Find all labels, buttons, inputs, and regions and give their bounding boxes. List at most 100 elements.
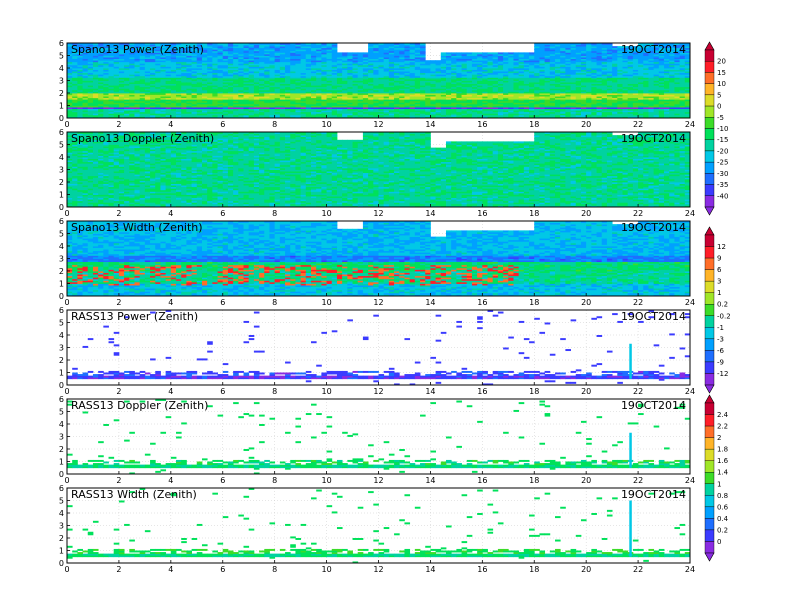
- data-cell: [394, 113, 400, 116]
- data-cell: [555, 91, 561, 94]
- data-cell: [139, 82, 146, 85]
- data-cell: [269, 74, 276, 77]
- data-cell: [227, 88, 234, 91]
- data-cell: [362, 55, 369, 58]
- data-cell: [321, 88, 327, 91]
- data-cell: [414, 78, 421, 81]
- data-cell: [217, 44, 224, 47]
- data-cell: [144, 89, 151, 92]
- data-cell: [394, 72, 400, 75]
- data-cell: [253, 108, 260, 111]
- data-cell: [248, 100, 255, 103]
- data-cell: [336, 108, 343, 111]
- data-cell: [253, 82, 260, 85]
- data-cell: [622, 86, 629, 89]
- data-cell: [357, 68, 364, 70]
- data-cell: [274, 43, 281, 45]
- data-cell: [373, 88, 379, 91]
- data-cell: [144, 74, 151, 77]
- data-cell: [274, 82, 281, 85]
- data-cell: [591, 50, 597, 53]
- data-cell: [305, 91, 312, 94]
- data-cell: [487, 57, 494, 60]
- data-cell: [300, 50, 307, 53]
- data-cell: [108, 71, 115, 74]
- data-cell: [176, 74, 182, 77]
- data-cell: [451, 110, 457, 113]
- data-cell: [238, 99, 244, 102]
- data-cell: [518, 97, 525, 100]
- data-cell: [388, 46, 395, 49]
- data-cell: [311, 110, 317, 113]
- data-cell: [378, 55, 385, 58]
- data-cell: [388, 74, 395, 77]
- data-cell: [207, 111, 213, 114]
- data-cell: [445, 68, 452, 70]
- data-cell: [404, 111, 411, 114]
- data-cell: [336, 103, 343, 106]
- data-cell: [165, 83, 172, 86]
- data-cell: [523, 103, 530, 106]
- data-cell: [321, 61, 327, 64]
- data-cell: [560, 58, 566, 61]
- data-cell: [285, 71, 291, 74]
- data-cell: [305, 94, 312, 97]
- data-cell: [492, 116, 499, 119]
- data-cell: [399, 66, 405, 69]
- data-cell: [612, 93, 618, 95]
- data-cell: [170, 69, 177, 72]
- data-cell: [342, 88, 348, 91]
- data-cell: [523, 111, 530, 114]
- data-cell: [295, 110, 302, 113]
- data-cell: [560, 43, 566, 45]
- data-cell: [201, 77, 208, 80]
- data-cell: [482, 86, 488, 89]
- data-cell: [404, 68, 411, 70]
- data-cell: [279, 85, 286, 88]
- data-cell: [357, 107, 364, 110]
- data-cell: [549, 99, 556, 102]
- data-cell: [176, 44, 182, 47]
- data-cell: [227, 108, 234, 111]
- data-cell: [586, 83, 592, 86]
- data-cell: [461, 96, 468, 99]
- data-cell: [435, 66, 442, 69]
- data-cell: [529, 99, 535, 102]
- data-cell: [435, 63, 442, 66]
- data-cell: [440, 113, 447, 116]
- data-cell: [227, 49, 234, 52]
- data-cell: [274, 108, 281, 111]
- data-cell: [201, 43, 208, 45]
- data-cell: [321, 102, 327, 105]
- data-cell: [285, 44, 291, 47]
- data-cell: [394, 93, 400, 95]
- data-cell: [518, 93, 525, 95]
- data-cell: [274, 97, 281, 100]
- data-cell: [487, 52, 494, 55]
- data-cell: [388, 43, 395, 45]
- data-cell: [534, 116, 540, 119]
- data-cell: [591, 107, 597, 110]
- data-cell: [388, 114, 395, 117]
- data-cell: [513, 103, 520, 106]
- data-cell: [160, 66, 167, 69]
- data-cell: [290, 52, 296, 55]
- data-cell: [98, 80, 104, 83]
- data-cell: [534, 82, 540, 85]
- data-cell: [129, 60, 135, 63]
- data-cell: [269, 103, 276, 106]
- data-cell: [347, 103, 353, 106]
- data-cell: [326, 86, 333, 89]
- data-cell: [575, 58, 582, 61]
- data-cell: [477, 108, 483, 111]
- data-cell: [331, 89, 338, 92]
- data-cell: [508, 85, 514, 88]
- data-cell: [326, 114, 333, 117]
- data-cell: [155, 94, 161, 97]
- data-cell: [217, 63, 224, 66]
- data-cell: [544, 105, 551, 108]
- data-cell: [259, 113, 265, 116]
- data-cell: [67, 116, 73, 119]
- data-cell: [207, 114, 213, 117]
- data-cell: [108, 110, 115, 113]
